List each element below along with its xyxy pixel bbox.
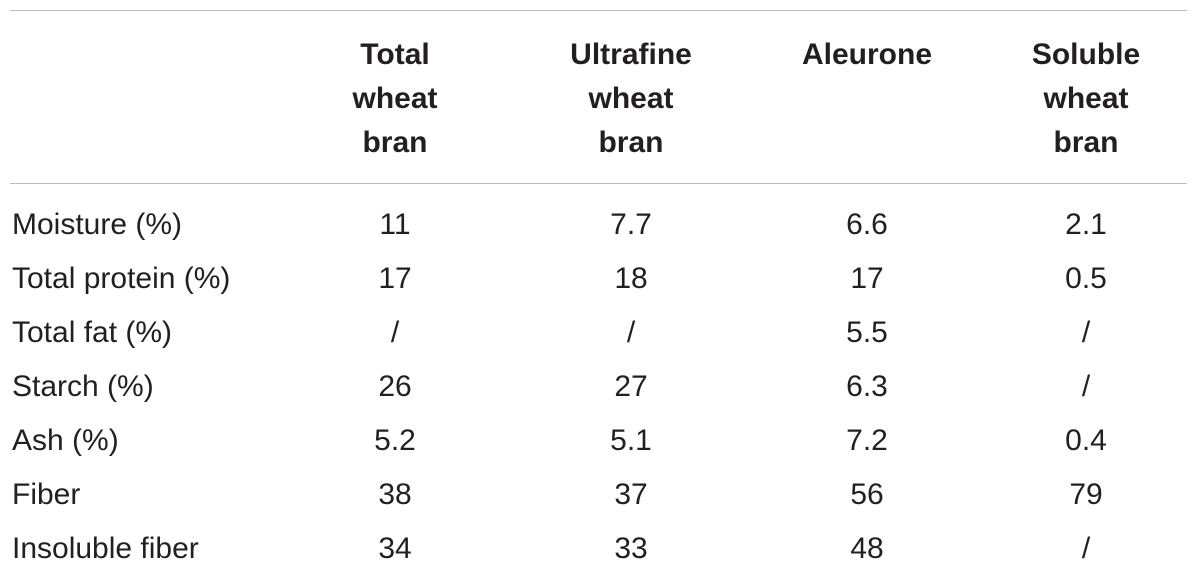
header-line: wheat	[1043, 82, 1128, 115]
table-body: Moisture (%) 11 7.7 6.6 2.1 Total protei…	[10, 184, 1187, 576]
table-cell: 27	[513, 360, 749, 414]
table-cell: 11	[277, 184, 513, 253]
header-line: Total	[360, 38, 429, 71]
table-cell: /	[513, 306, 749, 360]
header-line: bran	[598, 126, 663, 159]
table-cell: 38	[277, 468, 513, 522]
row-label: Starch (%)	[10, 360, 277, 414]
header-cell-row-label	[10, 11, 277, 184]
table-cell: 2.1	[985, 184, 1187, 253]
table-row: Total protein (%) 17 18 17 0.5	[10, 252, 1187, 306]
table-cell: 6.3	[749, 360, 985, 414]
header-line: bran	[1053, 126, 1118, 159]
row-label: Total protein (%)	[10, 252, 277, 306]
table-cell: /	[985, 360, 1187, 414]
table-cell: 5.5	[749, 306, 985, 360]
row-label: Ash (%)	[10, 414, 277, 468]
row-label: Fiber	[10, 468, 277, 522]
table-cell: 18	[513, 252, 749, 306]
row-label: Insoluble fiber	[10, 522, 277, 576]
table-cell: 37	[513, 468, 749, 522]
table-cell: /	[985, 306, 1187, 360]
header-cell-ultrafine-wheat-bran: Ultrafine wheat bran	[513, 11, 749, 184]
header-line: bran	[362, 126, 427, 159]
table-cell: 5.1	[513, 414, 749, 468]
table-cell: 26	[277, 360, 513, 414]
table-cell: 79	[985, 468, 1187, 522]
table-cell: 0.5	[985, 252, 1187, 306]
header-cell-aleurone: Aleurone	[749, 11, 985, 184]
table-cell: 34	[277, 522, 513, 576]
table-cell: 7.2	[749, 414, 985, 468]
composition-table: Total wheat bran Ultrafine wheat bran Al…	[10, 10, 1187, 576]
table-cell: 17	[277, 252, 513, 306]
header-line: wheat	[588, 82, 673, 115]
table-cell: 33	[513, 522, 749, 576]
header-line: wheat	[352, 82, 437, 115]
row-label: Total fat (%)	[10, 306, 277, 360]
table-row: Ash (%) 5.2 5.1 7.2 0.4	[10, 414, 1187, 468]
header-cell-soluble-wheat-bran: Soluble wheat bran	[985, 11, 1187, 184]
header-line: Soluble	[1032, 38, 1140, 71]
table-cell: 48	[749, 522, 985, 576]
table-cell: /	[985, 522, 1187, 576]
table-cell: 0.4	[985, 414, 1187, 468]
table-cell: 7.7	[513, 184, 749, 253]
header-cell-total-wheat-bran: Total wheat bran	[277, 11, 513, 184]
table-row: Total fat (%) / / 5.5 /	[10, 306, 1187, 360]
composition-table-container: Total wheat bran Ultrafine wheat bran Al…	[10, 10, 1187, 576]
table-cell: 56	[749, 468, 985, 522]
header-row: Total wheat bran Ultrafine wheat bran Al…	[10, 11, 1187, 184]
table-cell: /	[277, 306, 513, 360]
header-line: Aleurone	[802, 38, 932, 71]
row-label: Moisture (%)	[10, 184, 277, 253]
table-cell: 17	[749, 252, 985, 306]
header-line: Ultrafine	[570, 38, 692, 71]
table-row: Insoluble fiber 34 33 48 /	[10, 522, 1187, 576]
table-row: Starch (%) 26 27 6.3 /	[10, 360, 1187, 414]
table-cell: 5.2	[277, 414, 513, 468]
table-row: Moisture (%) 11 7.7 6.6 2.1	[10, 184, 1187, 253]
table-row: Fiber 38 37 56 79	[10, 468, 1187, 522]
table-header: Total wheat bran Ultrafine wheat bran Al…	[10, 11, 1187, 184]
table-cell: 6.6	[749, 184, 985, 253]
